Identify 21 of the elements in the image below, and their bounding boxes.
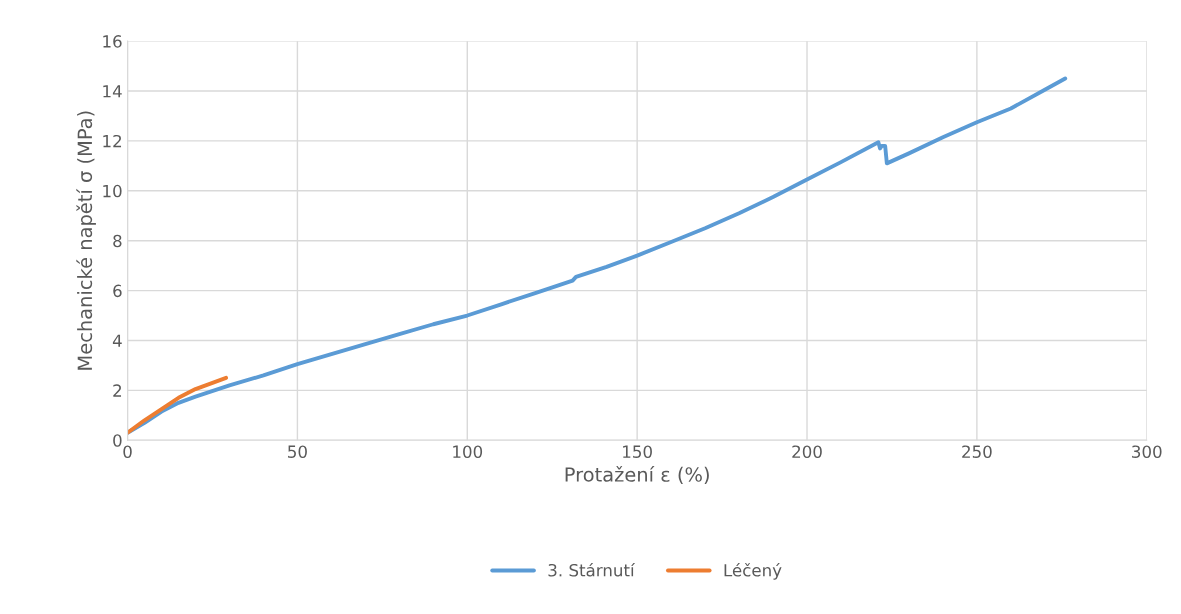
y-tick-label: 10 xyxy=(103,184,122,198)
y-tick-label: 8 xyxy=(113,234,122,248)
y-tick-label: 16 xyxy=(103,35,122,48)
y-tick-label: 0 xyxy=(113,434,122,447)
x-tick-label: 50 xyxy=(288,445,307,458)
x-axis-title: Protažení ε (%) xyxy=(565,466,709,485)
y-tick-label: 6 xyxy=(113,284,122,298)
legend-label: Léčený xyxy=(724,563,782,580)
x-tick-label: 150 xyxy=(623,445,652,458)
x-tick-label: 250 xyxy=(962,445,992,458)
y-axis-title: Mechanické napětí σ (MPa) xyxy=(76,111,96,370)
x-tick-label: 0 xyxy=(123,445,132,458)
y-tick-label: 4 xyxy=(112,334,122,347)
y-tick-label: 14 xyxy=(103,85,122,98)
legend-label: 3. Stárnutí xyxy=(548,563,636,577)
y-tick-label: 12 xyxy=(103,134,122,148)
x-tick-label: 300 xyxy=(1132,445,1162,458)
y-tick-label: 2 xyxy=(113,384,122,397)
x-tick-label: 200 xyxy=(792,445,822,458)
x-tick-label: 100 xyxy=(453,445,483,458)
line-series xyxy=(127,375,229,435)
